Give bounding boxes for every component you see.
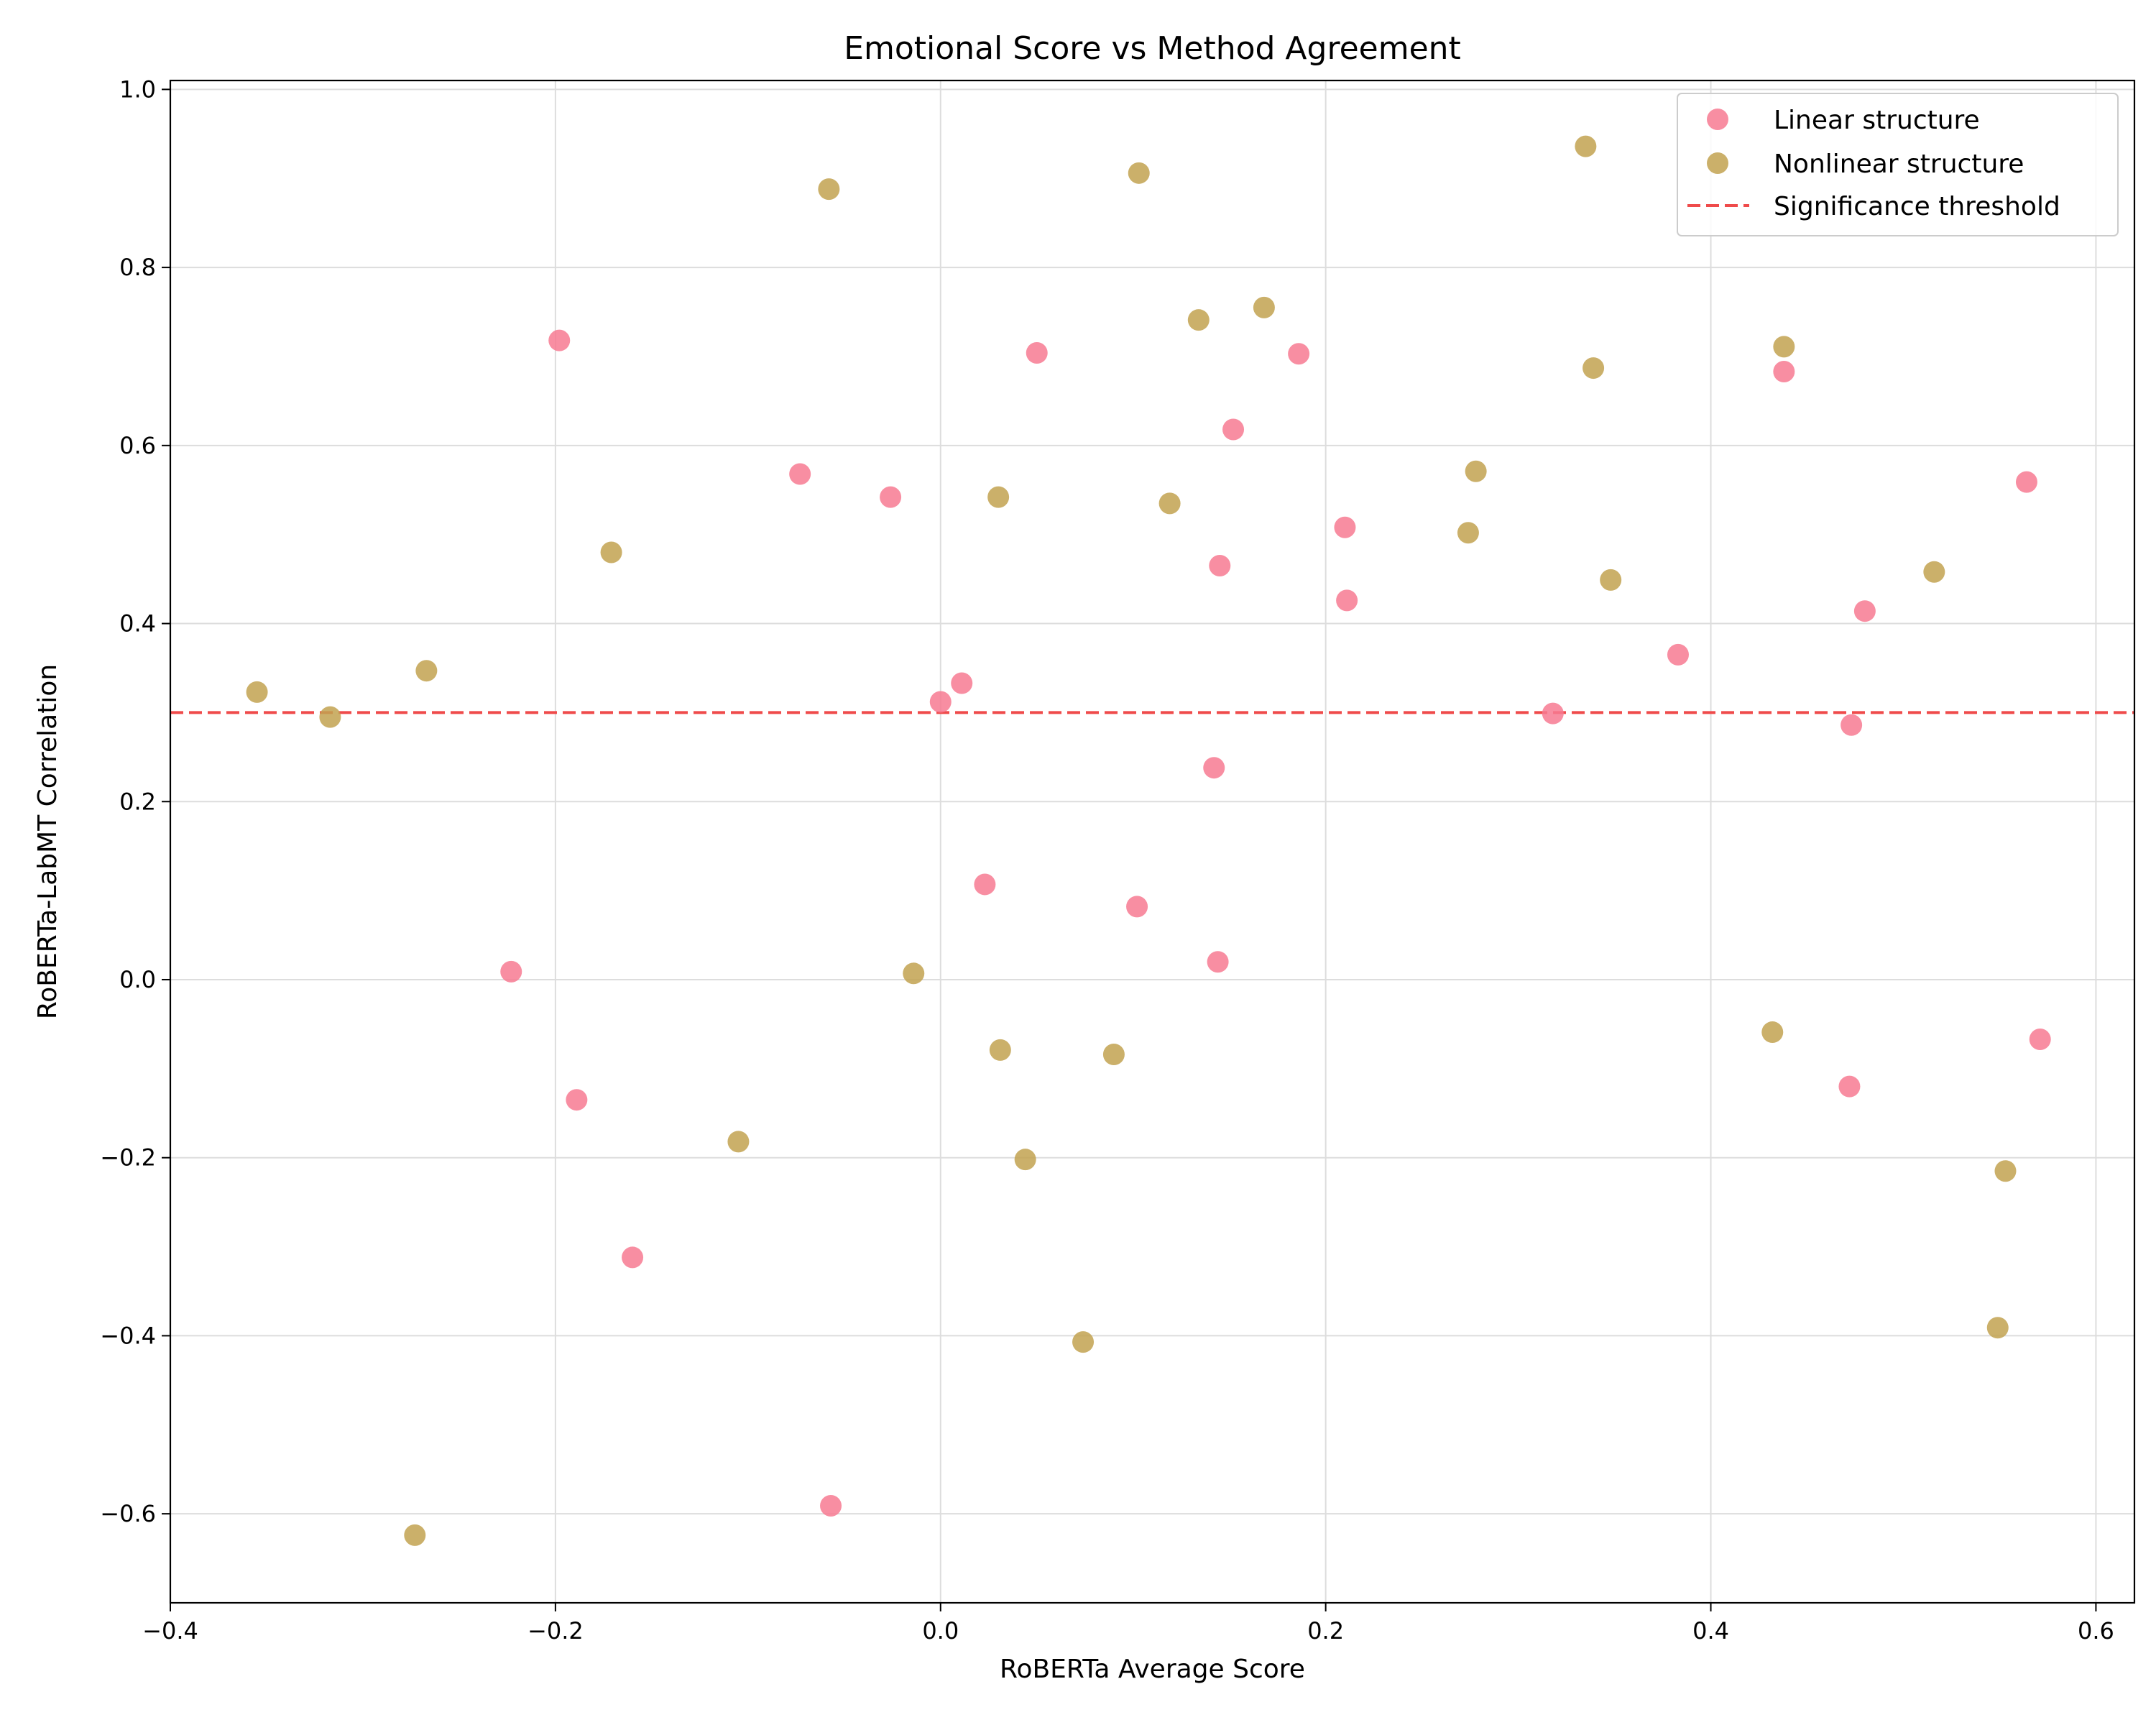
- legend: Linear structure Nonlinear structure Sig…: [1677, 93, 2119, 236]
- linear-structure-point: [1667, 643, 1689, 666]
- legend-marker-nonlinear: [1707, 152, 1728, 174]
- linear-structure-point: [1222, 418, 1245, 441]
- y-axis-ticks: −0.6 −0.4 −0.2 0.0 0.2 0.4 0.6 0.8 1.0: [100, 75, 170, 1527]
- y-tick-label: 0.6: [119, 432, 156, 459]
- nonlinear-structure-point: [1187, 309, 1210, 331]
- nonlinear-structure-point: [415, 660, 438, 682]
- nonlinear-structure-point: [1575, 135, 1597, 157]
- x-tick-label: 0.2: [1307, 1617, 1344, 1644]
- linear-structure-point: [1841, 714, 1863, 736]
- x-tick-label: 0.4: [1692, 1617, 1729, 1644]
- nonlinear-structure-point: [1457, 522, 1479, 544]
- linear-structure-point: [1026, 342, 1048, 364]
- y-tick-label: 0.8: [119, 254, 156, 281]
- legend-box: [1677, 93, 2119, 236]
- nonlinear-structure-point: [1253, 296, 1275, 318]
- linear-structure-point: [929, 691, 952, 713]
- nonlinear-structure-point: [1773, 336, 1795, 358]
- nonlinear-structure-point: [1158, 492, 1181, 515]
- nonlinear-structure-point: [1072, 1331, 1095, 1353]
- nonlinear-structure-point: [1761, 1021, 1784, 1044]
- linear-structure-point: [2029, 1028, 2051, 1050]
- nonlinear-structure-point: [818, 178, 840, 201]
- linear-structure-point: [1773, 361, 1795, 383]
- nonlinear-structure-point: [1600, 569, 1622, 591]
- x-axis-ticks: −0.4 −0.2 0.0 0.2 0.4 0.6: [142, 1603, 2114, 1644]
- linear-structure-point: [1288, 343, 1310, 365]
- linear-structure-point: [820, 1494, 842, 1517]
- plot-area-frame: [169, 79, 2136, 1604]
- nonlinear-structure-point: [987, 486, 1010, 508]
- y-tick-label: −0.2: [100, 1144, 156, 1172]
- y-tick-label: 0.0: [119, 966, 156, 993]
- nonlinear-structure-point: [1014, 1149, 1036, 1171]
- linear-structure-point: [974, 873, 996, 896]
- linear-structure-point: [548, 329, 571, 351]
- nonlinear-structure-point: [1986, 1317, 2009, 1339]
- linear-structure-point: [2015, 471, 2037, 493]
- linear-structure-point: [1542, 702, 1564, 724]
- linear-structure-point: [1334, 516, 1356, 538]
- y-tick-label: 0.2: [119, 788, 156, 815]
- data-points: [246, 135, 2051, 1546]
- linear-structure-point: [789, 463, 811, 485]
- nonlinear-structure-point: [903, 962, 925, 985]
- linear-structure-point: [622, 1246, 644, 1269]
- grid: [170, 80, 2134, 1603]
- nonlinear-structure-point: [1465, 460, 1487, 482]
- linear-structure-point: [1209, 555, 1231, 577]
- nonlinear-structure-point: [1102, 1044, 1125, 1066]
- nonlinear-structure-point: [1923, 561, 1945, 583]
- y-tick-label: −0.4: [100, 1322, 156, 1349]
- x-tick-label: −0.2: [528, 1617, 584, 1644]
- nonlinear-structure-point: [319, 706, 341, 728]
- linear-structure-point: [566, 1089, 588, 1111]
- legend-label-threshold: Significance threshold: [1774, 192, 2060, 221]
- nonlinear-structure-point: [1583, 357, 1605, 380]
- nonlinear-structure-point: [600, 541, 622, 564]
- chart-title: Emotional Score vs Method Agreement: [844, 30, 1461, 67]
- nonlinear-structure-point: [1994, 1160, 2017, 1182]
- nonlinear-structure-point: [1128, 162, 1150, 184]
- linear-structure-point: [1126, 896, 1148, 918]
- x-tick-label: −0.4: [142, 1617, 198, 1644]
- y-axis-label: RoBERTa-LabMT Correlation: [33, 664, 63, 1019]
- y-tick-label: 1.0: [119, 75, 156, 103]
- legend-label-nonlinear: Nonlinear structure: [1774, 150, 2024, 179]
- x-axis-label: RoBERTa Average Score: [1000, 1655, 1305, 1684]
- x-tick-label: 0.6: [2078, 1617, 2114, 1644]
- linear-structure-point: [1336, 589, 1358, 612]
- linear-structure-point: [951, 672, 973, 694]
- y-tick-label: 0.4: [119, 610, 156, 638]
- x-tick-label: 0.0: [922, 1617, 959, 1644]
- linear-structure-point: [1203, 757, 1225, 779]
- legend-marker-linear: [1707, 109, 1728, 130]
- y-tick-label: −0.6: [100, 1500, 156, 1527]
- linear-structure-point: [500, 960, 522, 983]
- nonlinear-structure-point: [404, 1524, 426, 1546]
- linear-structure-point: [1207, 951, 1229, 973]
- linear-structure-point: [1853, 600, 1876, 622]
- nonlinear-structure-point: [727, 1131, 750, 1153]
- linear-structure-point: [1838, 1075, 1861, 1098]
- linear-structure-point: [880, 486, 902, 508]
- nonlinear-structure-point: [989, 1039, 1011, 1061]
- nonlinear-structure-point: [246, 681, 268, 703]
- legend-label-linear: Linear structure: [1774, 106, 1980, 135]
